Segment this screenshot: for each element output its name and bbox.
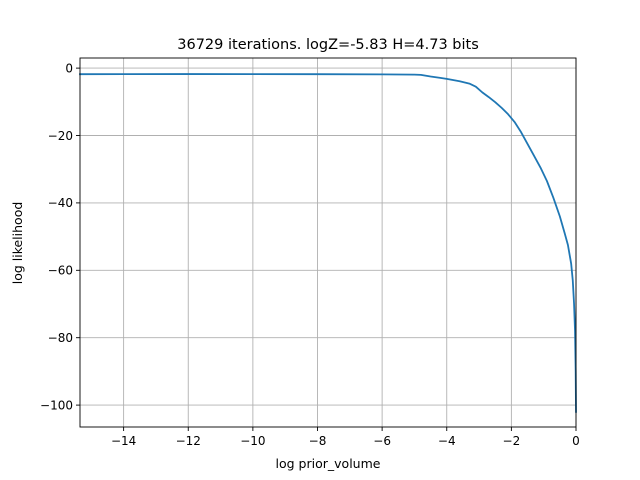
x-tick-label: −10	[240, 434, 265, 448]
x-tick-label: −12	[176, 434, 201, 448]
x-tick-label: −4	[438, 434, 456, 448]
x-tick-label: −6	[373, 434, 391, 448]
y-tick-label: −20	[48, 129, 73, 143]
chart-title: 36729 iterations. logZ=-5.83 H=4.73 bits	[177, 37, 479, 53]
x-tick-label: −2	[503, 434, 521, 448]
y-tick-label: 0	[65, 61, 73, 75]
x-axis-label: log prior_volume	[276, 456, 381, 471]
grid-lines	[80, 58, 577, 427]
x-axis: −14 −12 −10 −8 −6 −4 −2 0	[111, 427, 580, 448]
series-line	[79, 73, 577, 413]
x-tick-label: −8	[309, 434, 327, 448]
y-axis: 0 −20 −40 −60 −80 −100	[40, 61, 80, 412]
y-axis-label: log likelihood	[10, 202, 25, 285]
x-tick-label: 0	[572, 434, 580, 448]
y-tick-label: −80	[48, 331, 73, 345]
x-tick-label: −14	[111, 434, 136, 448]
plot-frame	[79, 57, 577, 428]
y-tick-label: −40	[48, 196, 73, 210]
y-tick-label: −100	[40, 398, 73, 412]
plot-area	[79, 73, 577, 413]
y-tick-label: −60	[48, 264, 73, 278]
